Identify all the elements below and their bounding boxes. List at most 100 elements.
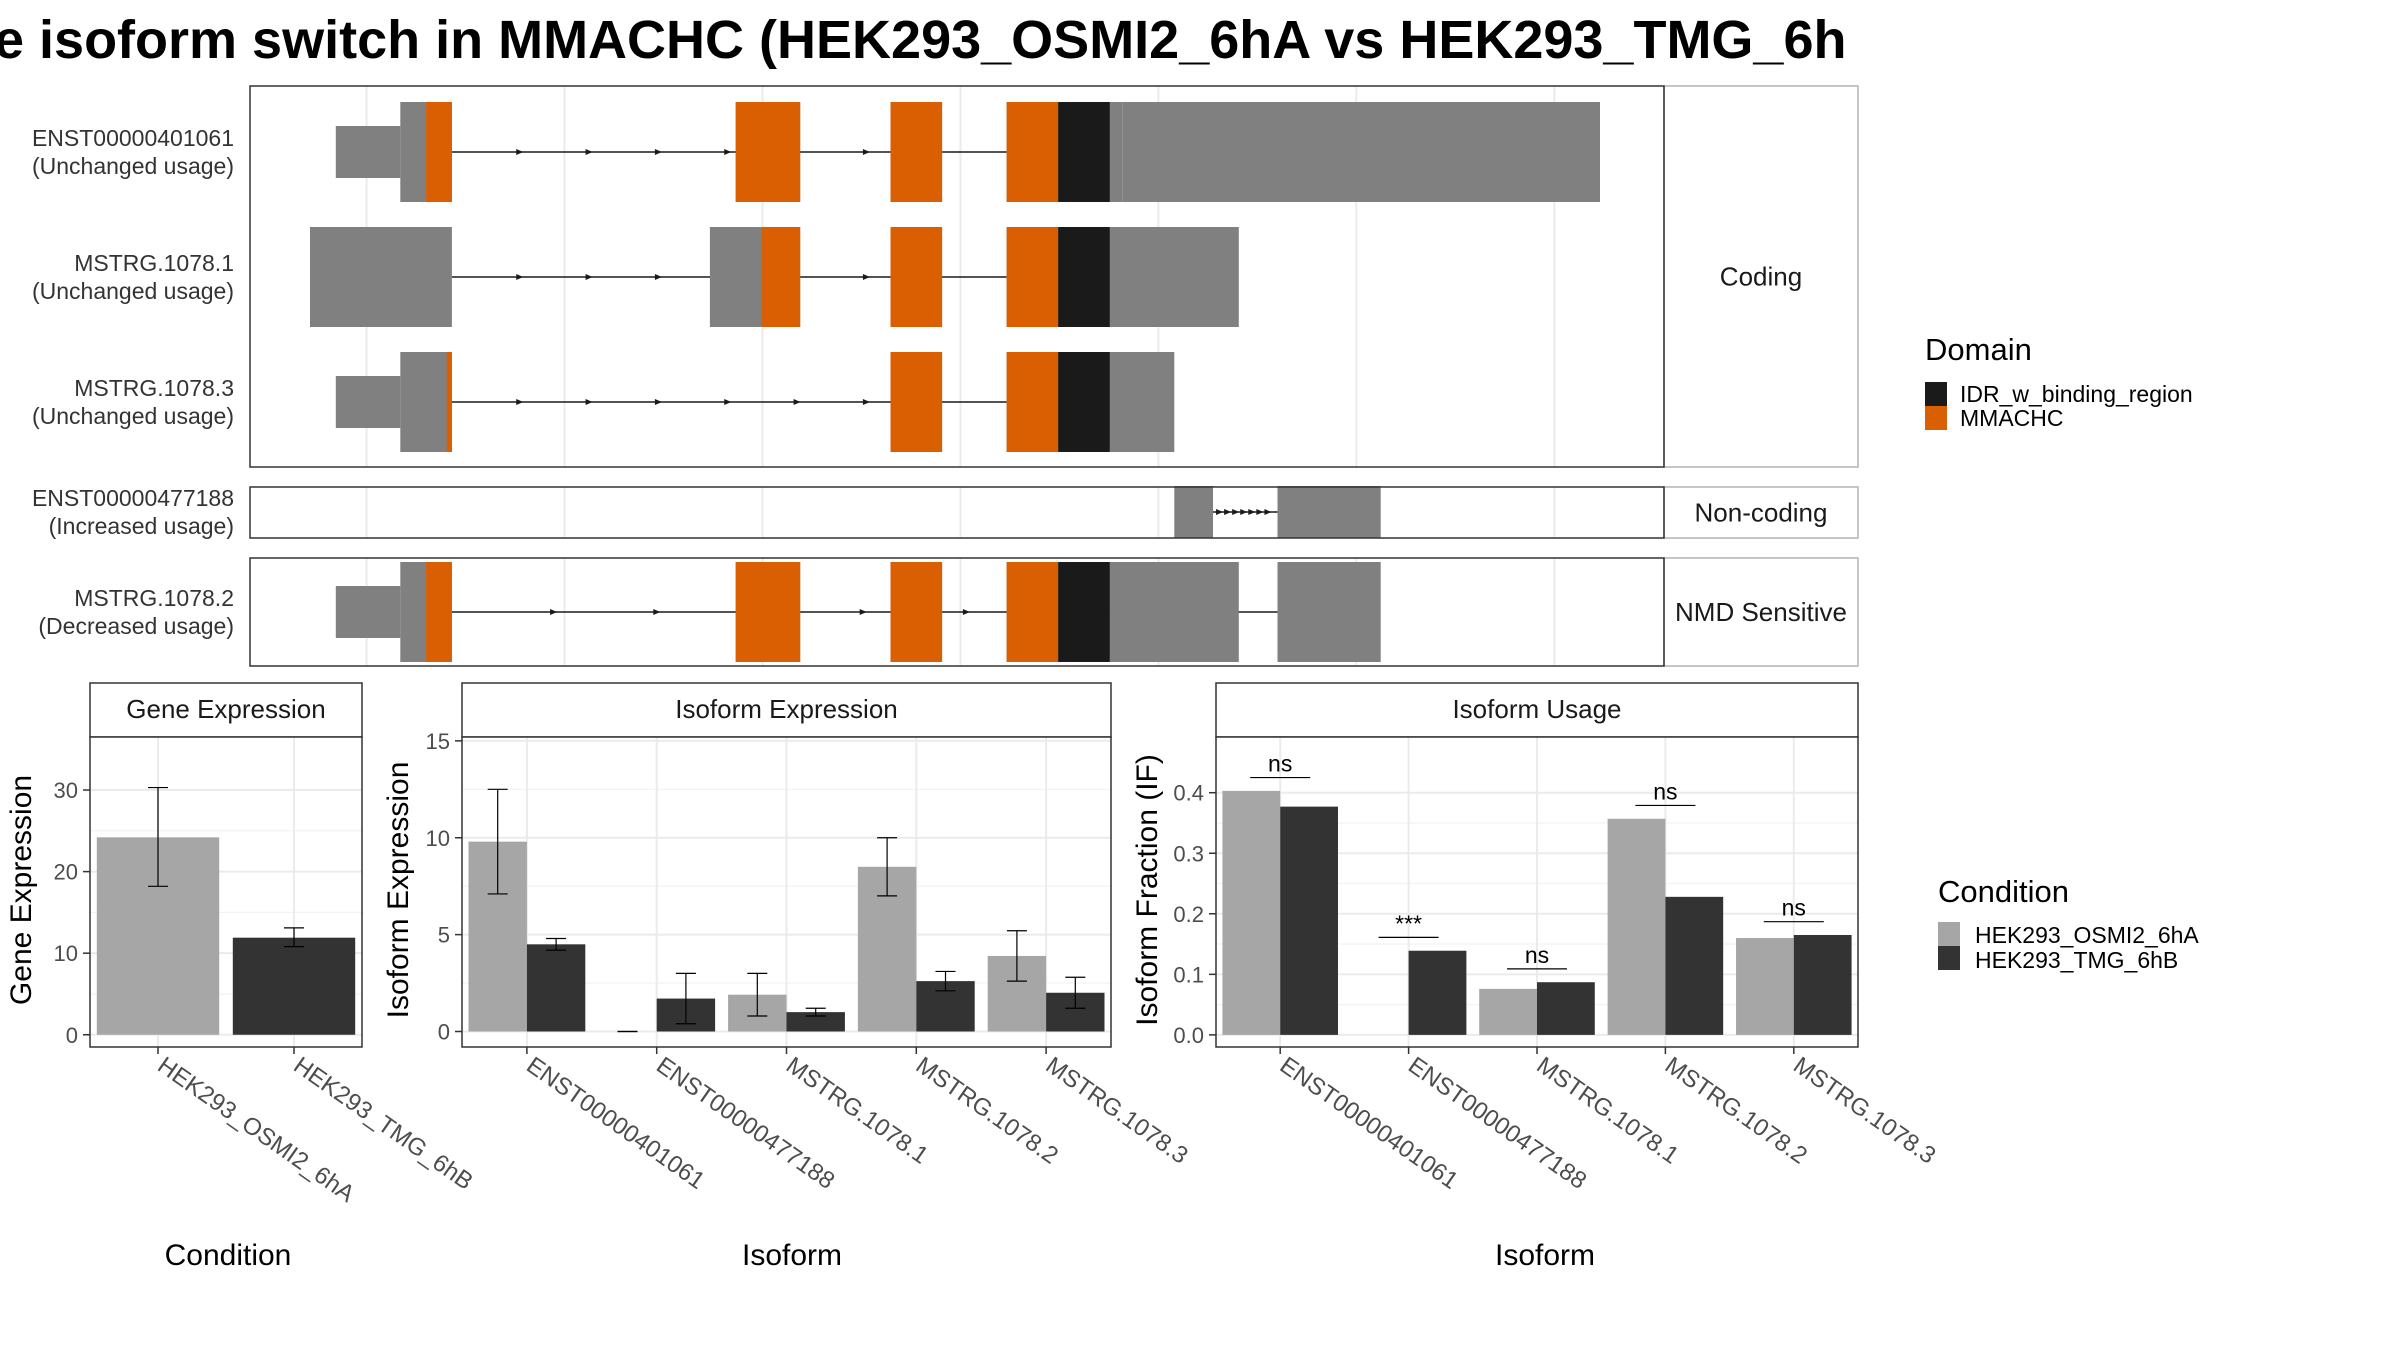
intron-arrow	[654, 274, 662, 280]
significance-label: ns	[1653, 778, 1677, 804]
y-tick-label: 15	[426, 729, 450, 754]
intron-arrow	[724, 149, 732, 155]
panel-border	[461, 736, 1112, 1048]
transcript-id-label: MSTRG.1078.3	[74, 375, 234, 401]
intron-arrow	[1264, 509, 1272, 515]
domain-block-mmachc	[1006, 227, 1059, 327]
isoform-expression-panel: Isoform Expression051015ENST00000401061E…	[426, 682, 1193, 1195]
exon-block	[1122, 102, 1600, 202]
panel-border	[1215, 736, 1859, 1048]
structure-strip-label-1: Non-coding	[1695, 498, 1828, 528]
y-tick-label: 0	[66, 1023, 78, 1048]
domain-block-idr	[1058, 562, 1110, 662]
significance-label: ***	[1395, 910, 1422, 936]
structure-facet-border	[249, 557, 1665, 667]
structure-strip	[1663, 85, 1859, 468]
intron-arrow	[862, 399, 870, 405]
isoform-expression-x-title: Isoform	[742, 1239, 842, 1272]
domain-block-mmachc	[890, 562, 943, 662]
bar	[526, 944, 586, 1032]
intron-arrow	[793, 399, 801, 405]
y-tick-label: 0.4	[1173, 781, 1204, 806]
domain-block-mmachc	[735, 102, 801, 202]
exon-block	[400, 102, 427, 202]
transcript-id-label: MSTRG.1078.2	[74, 585, 234, 611]
x-tick-label: MSTRG.1078.3	[1041, 1052, 1193, 1170]
bar	[1222, 790, 1281, 1035]
y-tick-label: 0.2	[1173, 902, 1204, 927]
domain-block-mmachc	[1006, 352, 1059, 452]
bar	[1607, 818, 1666, 1035]
transcript-row-ENST00000401061: ENST00000401061(Unchanged usage)	[32, 102, 1600, 202]
bar	[1665, 896, 1724, 1035]
x-tick-label: MSTRG.1078.3	[1788, 1052, 1940, 1170]
figure-title: e isoform switch in MMACHC (HEK293_OSMI2…	[0, 10, 1846, 70]
bar	[1537, 982, 1595, 1035]
transcript-row-ENST00000477188: ENST00000477188(Increased usage)	[32, 485, 1381, 539]
y-tick-label: 20	[54, 860, 78, 885]
domain-block-mmachc	[1006, 102, 1059, 202]
isoform-usage-x-title: Isoform	[1495, 1239, 1595, 1272]
intron-arrow	[654, 149, 662, 155]
domain-legend: Domain IDR_w_binding_region MMACHC	[1925, 332, 2193, 431]
exon-block	[310, 227, 452, 327]
panel-border	[89, 736, 363, 1048]
panel-title: Gene Expression	[126, 694, 325, 724]
intron-arrow	[862, 149, 870, 155]
gene-expression-y-title: Gene Expression	[5, 775, 38, 1005]
transcript-usage-label: (Unchanged usage)	[32, 278, 234, 304]
domain-legend-title: Domain	[1925, 332, 2032, 367]
intron-arrow	[585, 274, 593, 280]
intron-arrow	[516, 274, 524, 280]
legend-label-mmachc: MMACHC	[1960, 405, 2064, 431]
transcript-id-label: ENST00000401061	[32, 125, 234, 151]
domain-block-idr	[1058, 352, 1110, 452]
y-tick-label: 0.0	[1173, 1023, 1204, 1048]
exon-block	[1277, 486, 1381, 538]
exon-block	[709, 227, 762, 327]
y-tick-label: 30	[54, 778, 78, 803]
legend-label-idr: IDR_w_binding_region	[1960, 381, 2193, 407]
intron-arrow	[585, 399, 593, 405]
domain-block-idr	[1058, 227, 1110, 327]
legend-label-cond1: HEK293_OSMI2_6hA	[1975, 922, 2199, 948]
structure-strip-label-0: Coding	[1720, 262, 1802, 292]
bar	[1479, 988, 1537, 1035]
intron-arrow	[724, 399, 732, 405]
transcript-id-label: ENST00000477188	[32, 485, 234, 511]
transcript-usage-label: (Increased usage)	[49, 513, 234, 539]
intron-arrow	[653, 609, 661, 615]
legend-swatch-idr	[1925, 382, 1947, 406]
domain-block-mmachc	[735, 562, 801, 662]
intron-arrow	[1240, 509, 1248, 515]
x-tick-label: MSTRG.1078.2	[911, 1052, 1063, 1170]
structure-strip-label-2: NMD Sensitive	[1675, 597, 1847, 627]
bar	[1408, 950, 1467, 1035]
legend-swatch-cond1	[1938, 922, 1960, 946]
bar	[786, 1012, 845, 1032]
transcript-row-MSTRG.1078.3: MSTRG.1078.3(Unchanged usage)	[32, 352, 1175, 452]
transcript-id-label: MSTRG.1078.1	[74, 250, 234, 276]
domain-block-idr	[1058, 102, 1110, 202]
structure-facet-bg	[250, 487, 1664, 538]
domain-block-mmachc	[890, 227, 943, 327]
intron-arrow	[550, 609, 558, 615]
intron-arrow	[654, 399, 662, 405]
bar	[1736, 938, 1794, 1035]
bar	[232, 937, 356, 1035]
domain-block-mmachc	[890, 352, 943, 452]
exon-block	[335, 376, 401, 428]
intron-arrow	[859, 609, 867, 615]
exon-block	[335, 126, 401, 178]
gene-expression-x-title: Condition	[165, 1239, 292, 1272]
condition-legend-title: Condition	[1938, 874, 2069, 909]
transcript-structure-panel: Coding Non-coding NMD Sensitive ENST0000040…	[32, 85, 1859, 667]
panel-title: Isoform Expression	[675, 694, 898, 724]
intron-arrow	[516, 399, 524, 405]
y-tick-label: 5	[438, 923, 450, 948]
intron-arrow	[862, 274, 870, 280]
significance-label: ns	[1525, 942, 1549, 968]
x-tick-label: MSTRG.1078.2	[1660, 1052, 1812, 1170]
condition-legend: Condition HEK293_OSMI2_6hA HEK293_TMG_6h…	[1938, 874, 2199, 973]
